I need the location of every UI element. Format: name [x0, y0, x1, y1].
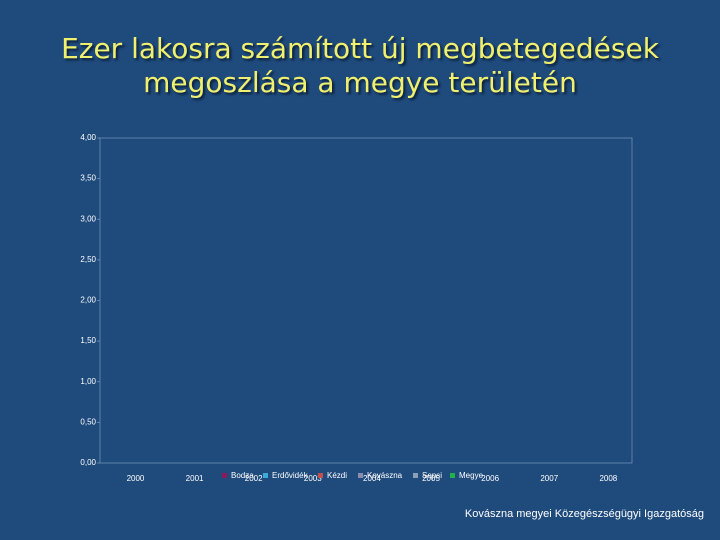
- legend-swatch: [450, 473, 455, 478]
- x-tick-label: 2005: [422, 474, 440, 483]
- y-tick-label: 2,00: [80, 296, 96, 305]
- y-tick-label: 1,00: [80, 377, 96, 386]
- legend-label: Megye: [459, 471, 484, 480]
- legend-swatch: [413, 473, 418, 478]
- legend-swatch: [358, 473, 363, 478]
- footer: Kovászna megyei Közegészségügyi Igazgató…: [464, 508, 704, 520]
- legend-swatch: [222, 473, 227, 478]
- plot-border: [99, 137, 633, 464]
- x-tick-label: 2006: [481, 474, 499, 483]
- x-tick-label: 2002: [245, 474, 263, 483]
- legend-label: Kézdi: [327, 471, 347, 480]
- y-tick-label: 3,50: [80, 174, 96, 183]
- y-tick-label: 0,00: [80, 458, 96, 467]
- legend-swatch: [318, 473, 323, 478]
- x-tick-label: 2004: [363, 474, 381, 483]
- legend-label: Erdővidék: [272, 471, 309, 480]
- x-tick-label: 2007: [540, 474, 558, 483]
- x-tick-label: 2000: [127, 474, 145, 483]
- y-tick-label: 4,00: [80, 133, 96, 142]
- x-tick-label: 2003: [304, 474, 322, 483]
- legend-label: Sepsi: [422, 471, 442, 480]
- legend-swatch: [263, 473, 268, 478]
- legend-label: Kovászna: [367, 471, 403, 480]
- x-tick-label: 2001: [186, 474, 204, 483]
- y-tick-label: 2,50: [80, 255, 96, 264]
- y-tick-label: 1,50: [80, 336, 96, 345]
- x-tick-label: 2008: [599, 474, 617, 483]
- legend-label: Bodza: [231, 471, 254, 480]
- y-tick-label: 0,50: [80, 417, 96, 426]
- chart-title: Ezer lakosra számított új megbetegedések…: [61, 32, 659, 99]
- y-tick-label: 3,00: [80, 214, 96, 223]
